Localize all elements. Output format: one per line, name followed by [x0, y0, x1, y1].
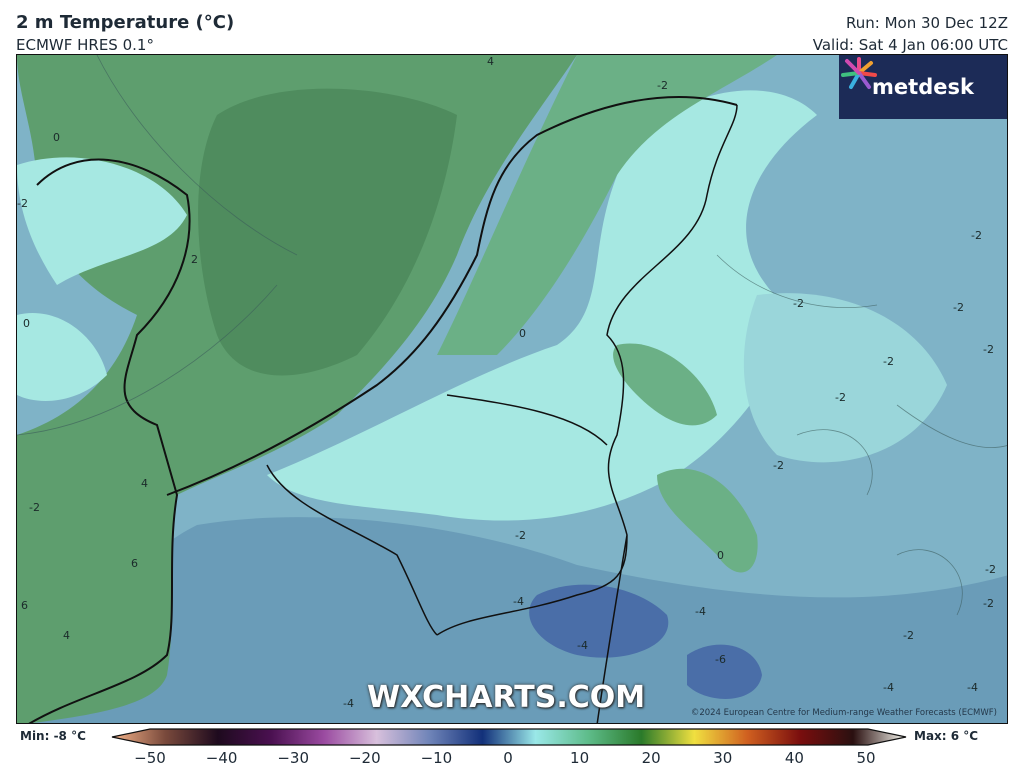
contour-label: -2	[983, 343, 994, 356]
contour-label: 6	[131, 557, 138, 570]
colorbar-tick-label: 10	[570, 749, 590, 767]
contour-label: -2	[985, 563, 996, 576]
mild-zone-east	[743, 293, 947, 463]
contour-label: -2	[883, 355, 894, 368]
copyright-notice: ©2024 European Centre for Medium-range W…	[690, 708, 997, 718]
colorbar-tick-label: 30	[713, 749, 733, 767]
run-time: Run: Mon 30 Dec 12Z	[846, 14, 1008, 32]
contour-label: -2	[515, 529, 526, 542]
metdesk-logo: metdesk	[839, 55, 1007, 119]
contour-label: -4	[695, 605, 706, 618]
contour-label: 4	[141, 477, 148, 490]
colorbar-tick-label: −50	[134, 749, 166, 767]
colorbar-tick-label: −40	[205, 749, 238, 767]
contour-label: 6	[21, 599, 28, 612]
colorbar-tick-label: −20	[348, 749, 381, 767]
contour-label: -2	[953, 301, 964, 314]
contour-lines	[17, 55, 1007, 616]
colorbar-body	[111, 728, 907, 746]
contour-label: 0	[53, 131, 60, 144]
cold-zone-minus6b	[687, 644, 762, 699]
contour-label: 2	[191, 253, 198, 266]
map-title: 2 m Temperature (°C)	[16, 12, 235, 33]
contour-label: -4	[343, 697, 354, 710]
contour-label: 4	[487, 55, 494, 68]
colorbar-tick-label: 40	[784, 749, 804, 767]
warm-band-south	[657, 468, 758, 573]
coastline	[28, 158, 191, 723]
colorbar-tick-label: 20	[641, 749, 661, 767]
colorbar-tick-label: 50	[856, 749, 876, 767]
temperature-map[interactable]: 4 -2 0 -2 2 0 -2 -2 -2 -2 -2 0 -2 -2 -2 …	[16, 54, 1008, 724]
metdesk-burst-logo-icon	[841, 57, 877, 89]
temperature-field	[17, 55, 1007, 723]
contour-label: 0	[519, 327, 526, 340]
contour-label: -2	[835, 391, 846, 404]
contour-label: -2	[29, 501, 40, 514]
coastline-continent	[166, 95, 738, 496]
uk-mild-zone-2	[17, 313, 107, 401]
contour-label: -2	[17, 197, 28, 210]
model-subtitle: ECMWF HRES 0.1°	[16, 36, 154, 54]
uk-mild-zone	[17, 157, 187, 285]
contour-label: -4	[967, 681, 978, 694]
warm-sea-core	[198, 88, 457, 376]
contour-label: -2	[773, 459, 784, 472]
contour-label: -2	[983, 597, 994, 610]
colorbar-tick-label: −10	[420, 749, 453, 767]
contour-label: 0	[717, 549, 724, 562]
warm-land-ne	[437, 55, 777, 355]
colorbar-tick-label: −30	[277, 749, 310, 767]
logo-text: metdesk	[872, 75, 974, 99]
contour-label: -4	[513, 595, 524, 608]
valid-time: Valid: Sat 4 Jan 06:00 UTC	[812, 36, 1008, 54]
contour-label: 0	[23, 317, 30, 330]
country-borders	[266, 104, 738, 723]
contour-label: -4	[883, 681, 894, 694]
max-temperature: Max: 6 °C	[914, 729, 979, 743]
warm-band-germany	[613, 343, 717, 426]
contour-label: -2	[903, 629, 914, 642]
watermark: WXCHARTS.COM	[367, 680, 646, 715]
colorbar-tick-label: 0	[503, 749, 513, 767]
contour-label: -2	[793, 297, 804, 310]
contour-label: -2	[971, 229, 982, 242]
contour-label: -2	[657, 79, 668, 92]
colorbar	[111, 728, 907, 746]
cold-zone-minus6	[529, 584, 669, 658]
contour-label: 4	[63, 629, 70, 642]
min-temperature: Min: -8 °C	[20, 729, 86, 743]
contour-label: -6	[715, 653, 726, 666]
contour-label: -4	[577, 639, 588, 652]
